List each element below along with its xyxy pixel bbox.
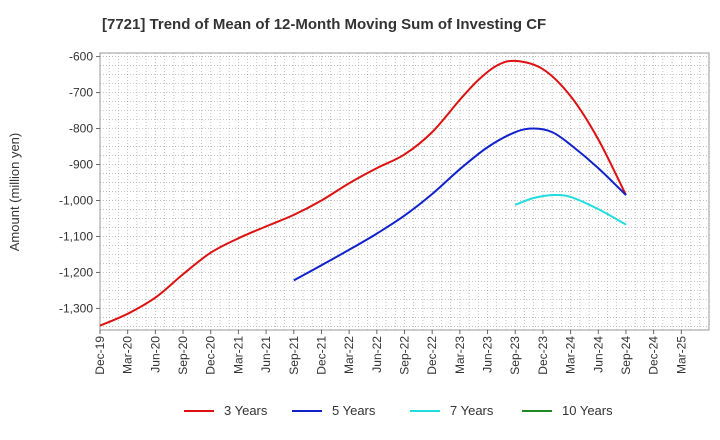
x-tick-label: Mar-21 — [231, 336, 245, 374]
y-tick-label: -1,000 — [59, 193, 93, 207]
series-line-3-years — [99, 59, 627, 327]
y-tick-label: -1,200 — [59, 265, 93, 279]
x-tick-label: Dec-21 — [314, 336, 328, 375]
x-tick-label: Mar-20 — [121, 336, 135, 374]
x-tick-label: Jun-20 — [148, 336, 162, 373]
gridlines — [99, 53, 710, 330]
x-tick-label: Sep-22 — [398, 336, 412, 375]
y-tick-label: -1,100 — [59, 229, 93, 243]
series-line-7-years — [514, 193, 627, 226]
x-tick-label: Jun-21 — [259, 336, 273, 373]
y-tick-label: -1,300 — [59, 301, 93, 315]
x-tick-label: Jun-24 — [591, 336, 605, 373]
y-axis-label: Amount (million yen) — [7, 133, 22, 252]
x-tick-label: Mar-24 — [564, 336, 578, 374]
x-tick-label: Sep-21 — [287, 336, 301, 375]
legend: 3 Years 5 Years 7 Years 10 Years — [184, 403, 613, 418]
legend-label-3-years: 3 Years — [224, 403, 268, 418]
x-tick-label: Mar-23 — [453, 336, 467, 374]
x-tick-label: Dec-20 — [204, 336, 218, 375]
x-tick-label: Sep-20 — [176, 336, 190, 375]
x-tick-label: Sep-24 — [619, 336, 633, 375]
chart-title: [7721] Trend of Mean of 12-Month Moving … — [102, 16, 546, 33]
x-tick-label: Dec-19 — [93, 336, 107, 375]
y-tick-label: -900 — [69, 158, 93, 172]
y-tick-label: -600 — [69, 50, 93, 64]
legend-label-7-years: 7 Years — [450, 403, 494, 418]
x-tick-label: Jun-23 — [481, 336, 495, 373]
series-line-5-years — [293, 127, 627, 282]
x-tick-label: Jun-22 — [370, 336, 384, 373]
series-lines — [99, 59, 627, 327]
y-tick-label: -800 — [69, 122, 93, 136]
x-tick-label: Dec-22 — [425, 336, 439, 375]
x-tick-label: Mar-25 — [674, 336, 688, 374]
x-tick-label: Dec-24 — [647, 336, 661, 375]
y-tick-label: -700 — [69, 86, 93, 100]
y-axis: -600 -700 -800 -900 -1,000 -1,100 -1,200 -1,300 — [59, 50, 100, 315]
x-tick-label: Mar-22 — [342, 336, 356, 374]
legend-label-10-years: 10 Years — [562, 403, 613, 418]
x-axis: Dec-19 Mar-20 Jun-20 Sep-20 Dec-20 Mar-21 Jun-… — [93, 330, 688, 375]
legend-label-5-years: 5 Years — [332, 403, 376, 418]
x-tick-label: Dec-23 — [536, 336, 550, 375]
x-tick-label: Sep-23 — [508, 336, 522, 375]
